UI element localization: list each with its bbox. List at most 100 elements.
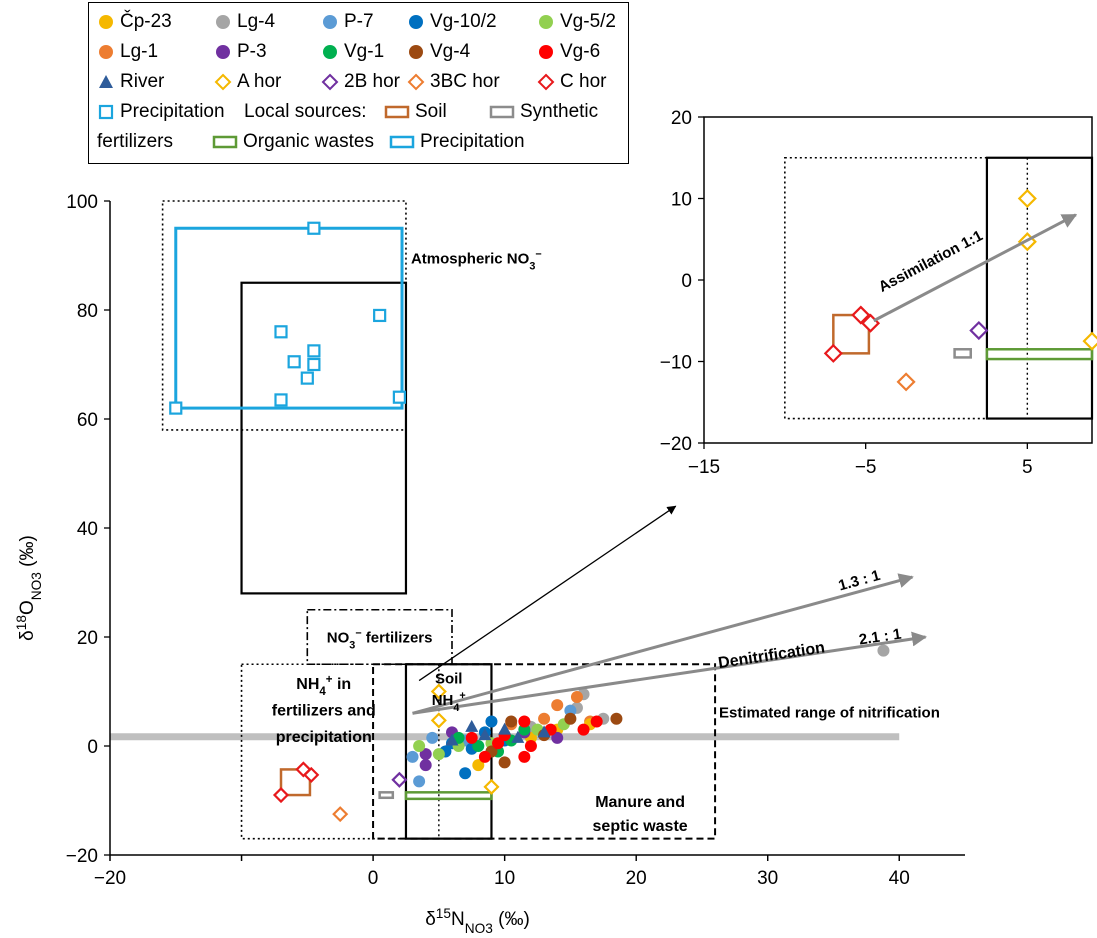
precipitation-point (274, 325, 288, 339)
atmospheric-label: Atmospheric NO3− (411, 249, 542, 273)
inset-soil-nh4-region (985, 156, 1094, 420)
manure-label-line1: Manure and (595, 794, 685, 811)
legend-marker-diamond (321, 73, 339, 91)
horizon-diamond (391, 771, 408, 788)
legend-label: 3BC hor (430, 71, 500, 92)
inset-local-source-synthetic (953, 348, 972, 359)
inset-local-source-soil (832, 313, 871, 355)
legend-item: P-3 (214, 37, 267, 67)
legend-label: Local sources: (244, 101, 367, 122)
groundwater-point (518, 715, 531, 728)
groundwater-point (498, 756, 511, 769)
legend-marker-rect (212, 135, 238, 149)
legend-label: fertilizers (97, 131, 174, 152)
legend-item: 3BC hor (407, 67, 500, 97)
inset-horizon-diamond (896, 372, 916, 392)
legend-item: Vg-1 (321, 37, 384, 67)
legend-marker-rect (389, 135, 415, 149)
legend-marker-circle (216, 15, 230, 29)
groundwater-point (505, 715, 518, 728)
y-axis-title: δ18ONO3 (‰) (14, 535, 44, 641)
legend-marker-rect (384, 105, 410, 119)
groundwater-point (518, 750, 531, 763)
groundwater-point (419, 759, 432, 772)
manure-region (372, 663, 717, 840)
legend-item: fertilizers (97, 127, 173, 157)
groundwater-point (465, 731, 478, 744)
inset-x-tick-label: −5 (855, 457, 877, 478)
groundwater-point (492, 737, 505, 750)
legend-marker-diamond (214, 73, 232, 91)
legend-item: Organic wastes (212, 127, 374, 157)
groundwater-point (426, 731, 439, 744)
legend-item: River (97, 67, 164, 97)
legend-item: C hor (537, 67, 606, 97)
precipitation-point (169, 401, 183, 415)
groundwater-point (459, 767, 472, 780)
soil-nh4-label-line1: Soil (435, 670, 463, 687)
inset-x-tick-label: 5 (1022, 457, 1033, 478)
legend-label: Vg-1 (344, 41, 385, 62)
inset-horizon-diamond (1017, 188, 1037, 209)
inset-horizon-diamond (823, 343, 843, 363)
inset-y-tick-label: 10 (671, 190, 692, 211)
legend-item: Lg-1 (97, 37, 158, 67)
legend-label: Precipitation (420, 131, 525, 152)
inset-y-tick-label: −10 (660, 353, 692, 374)
horizon-diamond (430, 683, 447, 700)
precipitation-point (307, 221, 321, 235)
horizon-diamond (272, 786, 290, 804)
inset-horizon-diamond (1082, 331, 1097, 351)
groundwater-point (524, 740, 537, 752)
legend-label: Vg-5/2 (560, 11, 616, 32)
y-tick-label: 40 (77, 519, 98, 540)
groundwater-point (419, 748, 432, 761)
x-tick-label: 20 (626, 868, 647, 889)
inset-y-tick-label: 20 (671, 108, 692, 129)
legend-item: Vg-10/2 (407, 7, 497, 37)
legend-label: P-7 (344, 11, 374, 32)
horizon-diamond (483, 778, 500, 795)
local-source-organic-wastes (404, 791, 493, 801)
groundwater-point (413, 775, 426, 788)
arrow-1-3-to-1 (412, 573, 914, 715)
legend-marker-circle (99, 15, 113, 29)
legend-marker-rect (489, 105, 515, 119)
y-tick-label: 100 (66, 192, 98, 213)
legend-marker-diamond (407, 73, 425, 91)
manure-label-line2: septic waste (593, 818, 688, 835)
x-tick-label: 30 (757, 868, 778, 889)
legend-label: Vg-10/2 (430, 11, 497, 32)
precipitation-point (287, 355, 301, 369)
assimilation-arrow (873, 213, 1078, 323)
legend-item: Soil (384, 97, 447, 127)
y-tick-label: 60 (77, 410, 98, 431)
legend-item: Local sources: (244, 97, 367, 127)
x-tick-label: 0 (368, 868, 379, 889)
legend-label: 2B hor (344, 71, 400, 92)
groundwater-point (551, 699, 564, 712)
inset-x-tick-label: −15 (688, 457, 720, 478)
legend-label: Organic wastes (243, 131, 374, 152)
groundwater-point (877, 644, 890, 657)
legend-marker-circle (539, 45, 553, 59)
precipitation-point (392, 390, 406, 404)
groundwater-point (570, 690, 583, 703)
groundwater-point (432, 748, 445, 761)
no3-fertilizers-region (306, 608, 453, 666)
inset-y-tick-label: −20 (660, 434, 692, 455)
legend-item: Vg-4 (407, 37, 470, 67)
legend-marker-triangle (99, 75, 113, 88)
legend-item: 2B hor (321, 67, 400, 97)
groundwater-point (413, 740, 426, 752)
river-point (478, 728, 492, 741)
legend-item: Čp-23 (97, 7, 172, 37)
river-point (537, 725, 551, 738)
atmospheric-region-solid (240, 281, 408, 595)
groundwater-point (564, 712, 577, 725)
legend-label: Vg-4 (430, 41, 471, 62)
atmospheric-region-dotted (161, 200, 407, 431)
precipitation-point (307, 344, 321, 358)
